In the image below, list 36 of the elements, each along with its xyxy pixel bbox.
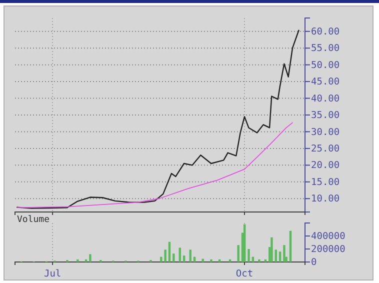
y-tick-label: 0: [311, 257, 317, 268]
x-tick-label: Jul: [44, 268, 62, 280]
bar: [189, 250, 192, 262]
y-tick-label: 25.00: [311, 143, 340, 154]
y-tick-label: 50.00: [311, 60, 340, 71]
bar: [89, 254, 92, 262]
bar: [270, 237, 273, 262]
bar: [237, 245, 240, 262]
y-tick-label: 40.00: [311, 93, 340, 104]
y-tick-label: 60.00: [311, 26, 340, 38]
bar: [164, 250, 166, 262]
line-series: [16, 30, 300, 209]
line-series: [16, 122, 293, 208]
y-tick-label: 400000: [311, 231, 346, 242]
bar: [274, 250, 277, 262]
bar: [168, 242, 171, 262]
bar: [210, 259, 212, 262]
bar: [289, 230, 292, 262]
bar: [248, 249, 250, 262]
bar: [178, 248, 182, 262]
y-tick-label: 200000: [311, 244, 346, 256]
y-tick-label: 15.00: [311, 176, 340, 188]
bar: [76, 259, 79, 262]
y-tick-label: 20.00: [311, 160, 340, 172]
y-tick-label: 30.00: [311, 126, 340, 138]
bar: [258, 259, 260, 262]
bar: [172, 254, 175, 262]
y-axis-title: Volume: [17, 215, 50, 225]
y-tick-label: 55.00: [311, 43, 340, 54]
bar: [182, 256, 186, 262]
y-tick-label: 35.00: [311, 110, 340, 122]
y-tick-label: 45.00: [311, 76, 340, 88]
y-tick-label: 10.00: [311, 194, 340, 205]
bar: [283, 245, 286, 262]
bar: [278, 252, 282, 262]
x-tick-label: Oct: [236, 268, 254, 280]
